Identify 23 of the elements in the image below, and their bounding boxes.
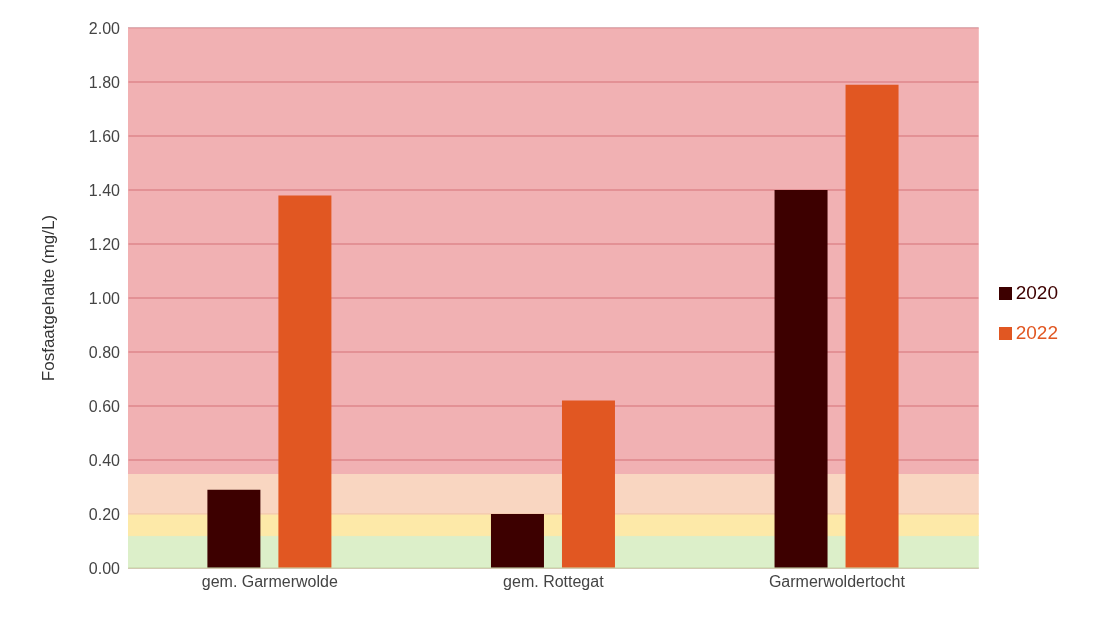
x-tick-label: Garmerwoldertocht [768, 573, 906, 591]
legend-label: 2022 [1015, 322, 1058, 343]
x-tick-label: gem. Garmerwolde [201, 573, 338, 591]
bar [207, 489, 261, 568]
y-tick-label: 1.20 [88, 235, 121, 253]
y-tick-label: 1.80 [88, 73, 121, 91]
bar [278, 195, 332, 568]
y-tick-label: 1.60 [88, 127, 121, 145]
y-tick-label: 1.40 [88, 181, 121, 199]
y-axis-title: Fosfaatgehalte (mg/L) [39, 214, 59, 382]
legend-label: 2020 [1015, 282, 1058, 303]
y-tick-label: 0.20 [88, 505, 121, 523]
bar [774, 190, 828, 568]
x-tick-label: gem. Rottegat [503, 573, 605, 591]
bar [845, 84, 899, 568]
y-tick-label: 1.00 [88, 289, 121, 307]
y-tick-label: 0.60 [88, 397, 121, 415]
bar [490, 514, 544, 568]
y-tick-label: 0.40 [88, 451, 121, 469]
bar [561, 400, 615, 568]
y-tick-label: 2.00 [88, 19, 121, 37]
y-tick-label: 0.80 [88, 343, 121, 361]
y-tick-label: 0.00 [88, 559, 121, 577]
